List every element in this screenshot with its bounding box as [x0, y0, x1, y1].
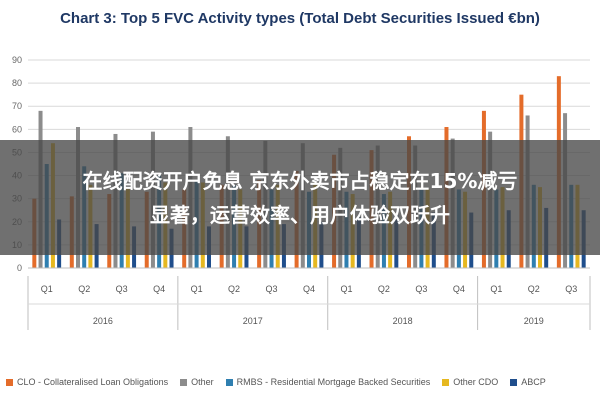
- chart-legend: CLO - Collateralised Loan Obligations Oth…: [6, 375, 596, 389]
- legend-swatch: [6, 378, 13, 386]
- x-tick-label: Q1: [340, 284, 352, 294]
- y-tick-label: 0: [17, 263, 22, 273]
- legend-swatch: [442, 378, 450, 386]
- legend-swatch: [180, 378, 188, 386]
- y-tick-label: 60: [12, 124, 22, 134]
- x-tick-label: Q3: [415, 284, 427, 294]
- x-tick-label: Q1: [191, 284, 203, 294]
- legend-item: RMBS - Residential Mortgage Backed Secur…: [225, 377, 431, 387]
- legend-item: Other: [180, 377, 214, 387]
- legend-swatch: [510, 378, 518, 386]
- x-tick-label: Q4: [453, 284, 465, 294]
- legend-label: ABCP: [521, 377, 546, 387]
- y-tick-label: 70: [12, 101, 22, 111]
- y-tick-label: 80: [12, 78, 22, 88]
- legend-swatch: [225, 378, 233, 386]
- year-group-label: 2017: [243, 316, 263, 326]
- x-tick-label: Q4: [303, 284, 315, 294]
- news-headline-overlay[interactable]: 在线配资开户免息 京东外卖市占稳定在15%减亏 显著，运营效率、用户体验双跃升: [0, 140, 600, 255]
- legend-label: CLO - Collateralised Loan Obligations: [17, 377, 169, 387]
- legend-label: Other CDO: [453, 377, 499, 387]
- x-tick-label: Q2: [228, 284, 240, 294]
- x-tick-label: Q2: [528, 284, 540, 294]
- year-group-label: 2019: [524, 316, 544, 326]
- x-tick-label: Q1: [41, 284, 53, 294]
- y-tick-label: 90: [12, 55, 22, 65]
- x-tick-label: Q3: [266, 284, 278, 294]
- legend-item: ABCP: [510, 377, 546, 387]
- headline-line-1: 在线配资开户免息 京东外卖市占稳定在15%减亏: [82, 168, 518, 193]
- x-tick-label: Q3: [565, 284, 577, 294]
- x-tick-label: Q2: [378, 284, 390, 294]
- x-tick-label: Q3: [116, 284, 128, 294]
- year-group-label: 2018: [393, 316, 413, 326]
- x-tick-label: Q1: [490, 284, 502, 294]
- chart-title: Chart 3: Top 5 FVC Activity types (Total…: [60, 10, 540, 27]
- x-tick-label: Q2: [78, 284, 90, 294]
- year-group-label: 2016: [93, 316, 113, 326]
- legend-item: Other CDO: [442, 377, 498, 387]
- legend-label: RMBS - Residential Mortgage Backed Secur…: [236, 377, 431, 387]
- legend-label: Other: [191, 377, 214, 387]
- legend-item: CLO - Collateralised Loan Obligations: [6, 377, 168, 387]
- x-tick-label: Q4: [153, 284, 165, 294]
- headline-line-2: 显著，运营效率、用户体验双跃升: [150, 202, 450, 227]
